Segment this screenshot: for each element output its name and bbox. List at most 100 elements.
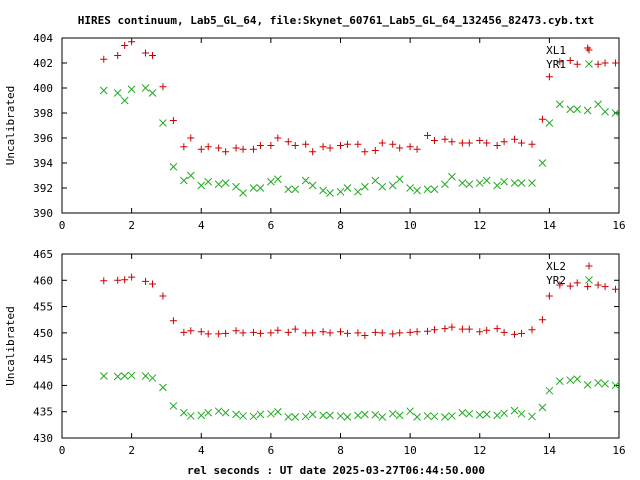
x-tick-label: 6 [268,219,275,232]
data-point-stroke [517,179,526,187]
data-point-stroke [204,330,212,338]
data-point-stroke [284,138,292,146]
data-point-stroke [336,187,345,196]
data-point-stroke [594,378,602,387]
x-tick-label: 16 [612,444,625,457]
y-tick-label: 404 [33,32,53,45]
data-point [221,408,230,417]
data-point-stroke [510,179,519,187]
data-point-stroke [274,134,282,142]
data-point-stroke [169,162,178,171]
data-point [187,327,195,335]
data-point [249,145,257,153]
data-point-stroke [232,410,240,419]
data-point [594,100,602,109]
data-point [465,325,473,333]
data-point [528,412,536,421]
data-point [371,411,380,419]
data-point [127,371,136,380]
data-point-stroke [388,181,397,190]
data-point-stroke [555,100,564,109]
data-point-stroke [343,184,352,192]
data-point-stroke [267,142,275,149]
data-point-stroke [566,105,575,114]
data-point [448,412,456,420]
panel-2: 0 2 4 6 8 10 12 14 16 430 435 440 445 450 455 460 465 Unc… [4,248,626,457]
data-point [396,329,404,337]
data-point [180,328,188,336]
data-point-stroke [302,329,310,337]
data-point [441,325,449,333]
data-point [337,142,344,149]
data-point [179,176,188,185]
data-point [601,379,609,388]
data-point-stroke [204,408,213,417]
data-point-stroke [371,176,380,185]
data-point [141,372,150,380]
data-point-stroke [555,377,564,386]
series-YR1 [99,84,620,197]
data-point-stroke [309,148,317,156]
legend-marker-stroke [585,262,593,270]
data-point-stroke [239,412,247,420]
data-point-stroke [424,327,432,335]
data-point-stroke [528,412,536,421]
data-point-stroke [510,406,519,415]
data-point-stroke [573,279,581,287]
data-point [267,329,275,337]
data-point [354,411,362,420]
legend-marker [585,46,593,54]
data-point [204,143,212,151]
data-point-stroke [326,329,334,337]
data-point [232,144,240,152]
data-point [545,292,553,300]
data-point [284,328,292,336]
data-point-stroke [149,52,157,59]
data-point [149,280,157,288]
data-point-stroke [611,381,620,390]
data-point [232,182,240,191]
data-point-stroke [601,379,609,388]
data-point [274,326,282,334]
data-point-stroke [538,316,546,324]
data-point [538,316,546,324]
data-point [556,281,564,289]
legend-label: XL2 [546,260,566,273]
data-point [378,139,386,147]
data-point-stroke [545,73,553,81]
data-point [239,412,247,420]
data-point-stroke [538,115,546,123]
data-point [128,273,136,281]
data-point-stroke [556,58,564,66]
data-point [127,85,136,94]
data-point-stroke [476,328,484,336]
data-point-stroke [319,143,327,151]
data-point [448,138,456,146]
data-point [406,328,414,336]
data-point [337,328,344,336]
legend-label: YR2 [546,274,566,287]
data-point-stroke [493,142,501,149]
data-point-stroke [301,176,310,185]
data-point-stroke [337,142,344,149]
data-point-stroke [493,181,502,190]
data-point [232,410,240,419]
data-point-stroke [430,412,439,421]
data-point-stroke [142,49,150,57]
data-point-stroke [186,412,195,420]
data-point [566,376,575,385]
data-point-stroke [232,144,240,152]
data-point [326,329,334,337]
data-point-stroke [378,413,387,421]
data-point [301,412,310,421]
data-point-stroke [204,143,212,151]
data-point [395,175,404,184]
data-point [476,328,484,336]
data-point-stroke [413,413,421,421]
data-point-stroke [308,410,317,419]
data-point-stroke [256,142,264,149]
data-point [249,328,257,336]
y-tick-label: 402 [33,57,53,70]
data-point-stroke [169,117,177,124]
x-tick-label: 8 [337,444,344,457]
